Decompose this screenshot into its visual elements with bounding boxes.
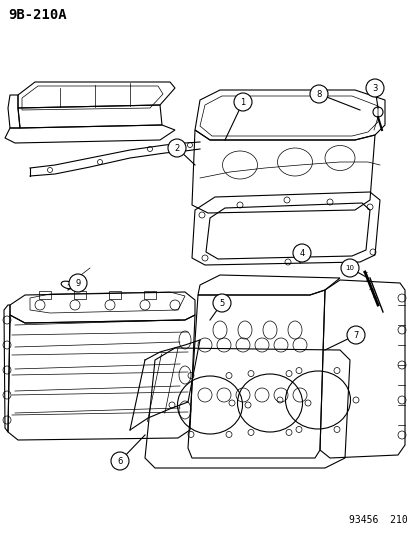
Circle shape xyxy=(340,259,358,277)
Circle shape xyxy=(111,452,129,470)
Circle shape xyxy=(292,244,310,262)
Text: 7: 7 xyxy=(352,330,358,340)
Text: 93456  210: 93456 210 xyxy=(349,515,407,525)
Text: 1: 1 xyxy=(240,98,245,107)
Text: 9: 9 xyxy=(75,279,81,287)
Text: 2: 2 xyxy=(174,143,179,152)
Text: 10: 10 xyxy=(345,265,354,271)
Circle shape xyxy=(309,85,327,103)
Text: 3: 3 xyxy=(371,84,377,93)
Circle shape xyxy=(365,79,383,97)
Circle shape xyxy=(233,93,252,111)
Text: 8: 8 xyxy=(316,90,321,99)
Circle shape xyxy=(168,139,185,157)
Circle shape xyxy=(69,274,87,292)
Text: 6: 6 xyxy=(117,456,122,465)
Circle shape xyxy=(346,326,364,344)
Text: 5: 5 xyxy=(219,298,224,308)
Circle shape xyxy=(212,294,230,312)
Text: 9B-210A: 9B-210A xyxy=(8,8,66,22)
Text: 4: 4 xyxy=(299,248,304,257)
